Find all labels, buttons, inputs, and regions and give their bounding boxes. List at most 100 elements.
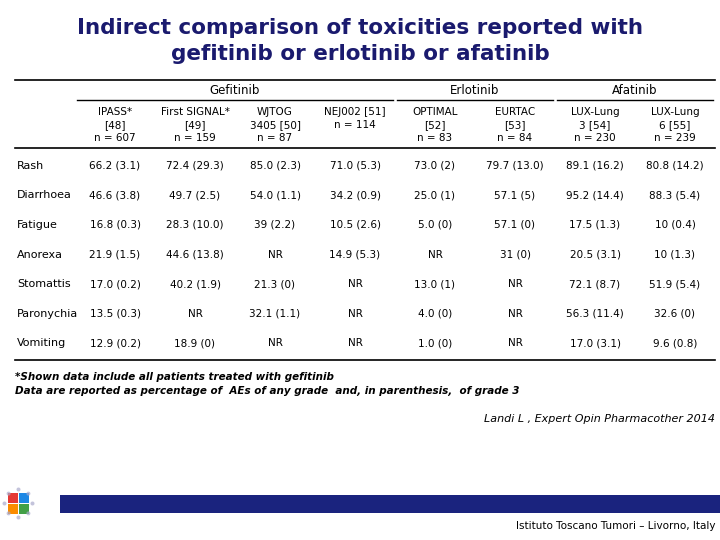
- Text: 72.1 (8.7): 72.1 (8.7): [570, 279, 621, 289]
- Text: [48]: [48]: [104, 120, 126, 130]
- Text: *Shown data include all patients treated with gefitinib: *Shown data include all patients treated…: [15, 372, 334, 382]
- Text: 21.3 (0): 21.3 (0): [254, 279, 295, 289]
- Text: 80.8 (14.2): 80.8 (14.2): [646, 161, 704, 171]
- Text: NR: NR: [268, 338, 282, 348]
- Text: [53]: [53]: [504, 120, 526, 130]
- Text: 3 [54]: 3 [54]: [580, 120, 611, 130]
- Text: n = 114: n = 114: [334, 120, 376, 130]
- Text: 20.5 (3.1): 20.5 (3.1): [570, 249, 621, 260]
- Text: 56.3 (11.4): 56.3 (11.4): [566, 309, 624, 319]
- Text: 10 (1.3): 10 (1.3): [654, 249, 696, 260]
- Circle shape: [2, 502, 6, 505]
- Text: 9.6 (0.8): 9.6 (0.8): [653, 338, 697, 348]
- Text: Rash: Rash: [17, 161, 44, 171]
- Text: 10 (0.4): 10 (0.4): [654, 220, 696, 230]
- Text: NR: NR: [428, 249, 442, 260]
- Text: 66.2 (3.1): 66.2 (3.1): [89, 161, 140, 171]
- Text: 21.9 (1.5): 21.9 (1.5): [89, 249, 140, 260]
- Text: n = 87: n = 87: [258, 133, 292, 143]
- Text: NR: NR: [348, 338, 362, 348]
- Text: OPTIMAL: OPTIMAL: [413, 107, 458, 117]
- Circle shape: [27, 511, 30, 515]
- Circle shape: [27, 491, 30, 496]
- Text: 17.0 (0.2): 17.0 (0.2): [89, 279, 140, 289]
- Text: [52]: [52]: [424, 120, 446, 130]
- Text: NR: NR: [188, 309, 202, 319]
- Text: Landi L , Expert Opin Pharmacother 2014: Landi L , Expert Opin Pharmacother 2014: [484, 414, 715, 424]
- Text: Istituto Toscano Tumori – Livorno, Italy: Istituto Toscano Tumori – Livorno, Italy: [516, 521, 715, 531]
- Text: 46.6 (3.8): 46.6 (3.8): [89, 191, 140, 200]
- Circle shape: [17, 516, 20, 519]
- Text: n = 230: n = 230: [574, 133, 616, 143]
- Text: 44.6 (13.8): 44.6 (13.8): [166, 249, 224, 260]
- Text: 14.9 (5.3): 14.9 (5.3): [330, 249, 381, 260]
- Text: n = 239: n = 239: [654, 133, 696, 143]
- Text: Diarrhoea: Diarrhoea: [17, 191, 72, 200]
- Text: NR: NR: [268, 249, 282, 260]
- Text: 32.1 (1.1): 32.1 (1.1): [249, 309, 300, 319]
- Text: 57.1 (5): 57.1 (5): [495, 191, 536, 200]
- Text: gefitinib or erlotinib or afatinib: gefitinib or erlotinib or afatinib: [171, 44, 549, 64]
- Text: n = 84: n = 84: [498, 133, 533, 143]
- Text: Erlotinib: Erlotinib: [450, 84, 500, 97]
- Text: 34.2 (0.9): 34.2 (0.9): [330, 191, 380, 200]
- Text: 73.0 (2): 73.0 (2): [415, 161, 456, 171]
- Text: 88.3 (5.4): 88.3 (5.4): [649, 191, 701, 200]
- Text: Data are reported as percentage of  AEs of any grade  and, in parenthesis,  of g: Data are reported as percentage of AEs o…: [15, 386, 520, 396]
- Text: 31 (0): 31 (0): [500, 249, 531, 260]
- Text: 13.0 (1): 13.0 (1): [415, 279, 456, 289]
- Text: 3405 [50]: 3405 [50]: [250, 120, 300, 130]
- Text: [49]: [49]: [184, 120, 206, 130]
- Circle shape: [6, 511, 11, 515]
- Text: NR: NR: [508, 309, 523, 319]
- Text: Anorexa: Anorexa: [17, 249, 63, 260]
- Text: 17.0 (3.1): 17.0 (3.1): [570, 338, 621, 348]
- Circle shape: [30, 502, 35, 505]
- Text: Indirect comparison of toxicities reported with: Indirect comparison of toxicities report…: [77, 18, 643, 38]
- Text: 32.6 (0): 32.6 (0): [654, 309, 696, 319]
- Text: NEJ002 [51]: NEJ002 [51]: [324, 107, 386, 117]
- Text: 95.2 (14.4): 95.2 (14.4): [566, 191, 624, 200]
- Text: EURTAC: EURTAC: [495, 107, 535, 117]
- Bar: [60, 495, 720, 513]
- Text: 25.0 (1): 25.0 (1): [415, 191, 456, 200]
- Text: IPASS*: IPASS*: [98, 107, 132, 117]
- Text: 17.5 (1.3): 17.5 (1.3): [570, 220, 621, 230]
- Text: n = 159: n = 159: [174, 133, 216, 143]
- Text: 13.5 (0.3): 13.5 (0.3): [89, 309, 140, 319]
- Text: 54.0 (1.1): 54.0 (1.1): [250, 191, 300, 200]
- Text: n = 83: n = 83: [418, 133, 453, 143]
- Text: LUX-Lung: LUX-Lung: [651, 107, 699, 117]
- Text: n = 607: n = 607: [94, 133, 136, 143]
- Text: 5.0 (0): 5.0 (0): [418, 220, 452, 230]
- Text: 39 (2.2): 39 (2.2): [254, 220, 296, 230]
- Text: 89.1 (16.2): 89.1 (16.2): [566, 161, 624, 171]
- Text: WJTOG: WJTOG: [257, 107, 293, 117]
- Text: Gefitinib: Gefitinib: [210, 84, 260, 97]
- Text: Stomattis: Stomattis: [17, 279, 71, 289]
- Text: Paronychia: Paronychia: [17, 309, 78, 319]
- Circle shape: [6, 491, 11, 496]
- Text: NR: NR: [508, 279, 523, 289]
- Text: 10.5 (2.6): 10.5 (2.6): [330, 220, 380, 230]
- Text: 71.0 (5.3): 71.0 (5.3): [330, 161, 380, 171]
- Text: 12.9 (0.2): 12.9 (0.2): [89, 338, 140, 348]
- Text: 49.7 (2.5): 49.7 (2.5): [169, 191, 220, 200]
- Text: First SIGNAL*: First SIGNAL*: [161, 107, 230, 117]
- Text: 51.9 (5.4): 51.9 (5.4): [649, 279, 701, 289]
- Bar: [8, 493, 18, 503]
- Text: 28.3 (10.0): 28.3 (10.0): [166, 220, 224, 230]
- Text: NR: NR: [508, 338, 523, 348]
- Text: 6 [55]: 6 [55]: [660, 120, 690, 130]
- Bar: [19, 504, 29, 514]
- Text: 1.0 (0): 1.0 (0): [418, 338, 452, 348]
- Text: 79.7 (13.0): 79.7 (13.0): [486, 161, 544, 171]
- Text: 18.9 (0): 18.9 (0): [174, 338, 215, 348]
- Text: NR: NR: [348, 279, 362, 289]
- Text: Fatigue: Fatigue: [17, 220, 58, 230]
- Text: Vomiting: Vomiting: [17, 338, 66, 348]
- Text: 4.0 (0): 4.0 (0): [418, 309, 452, 319]
- Text: 72.4 (29.3): 72.4 (29.3): [166, 161, 224, 171]
- Bar: [8, 504, 18, 514]
- Text: Afatinib: Afatinib: [612, 84, 658, 97]
